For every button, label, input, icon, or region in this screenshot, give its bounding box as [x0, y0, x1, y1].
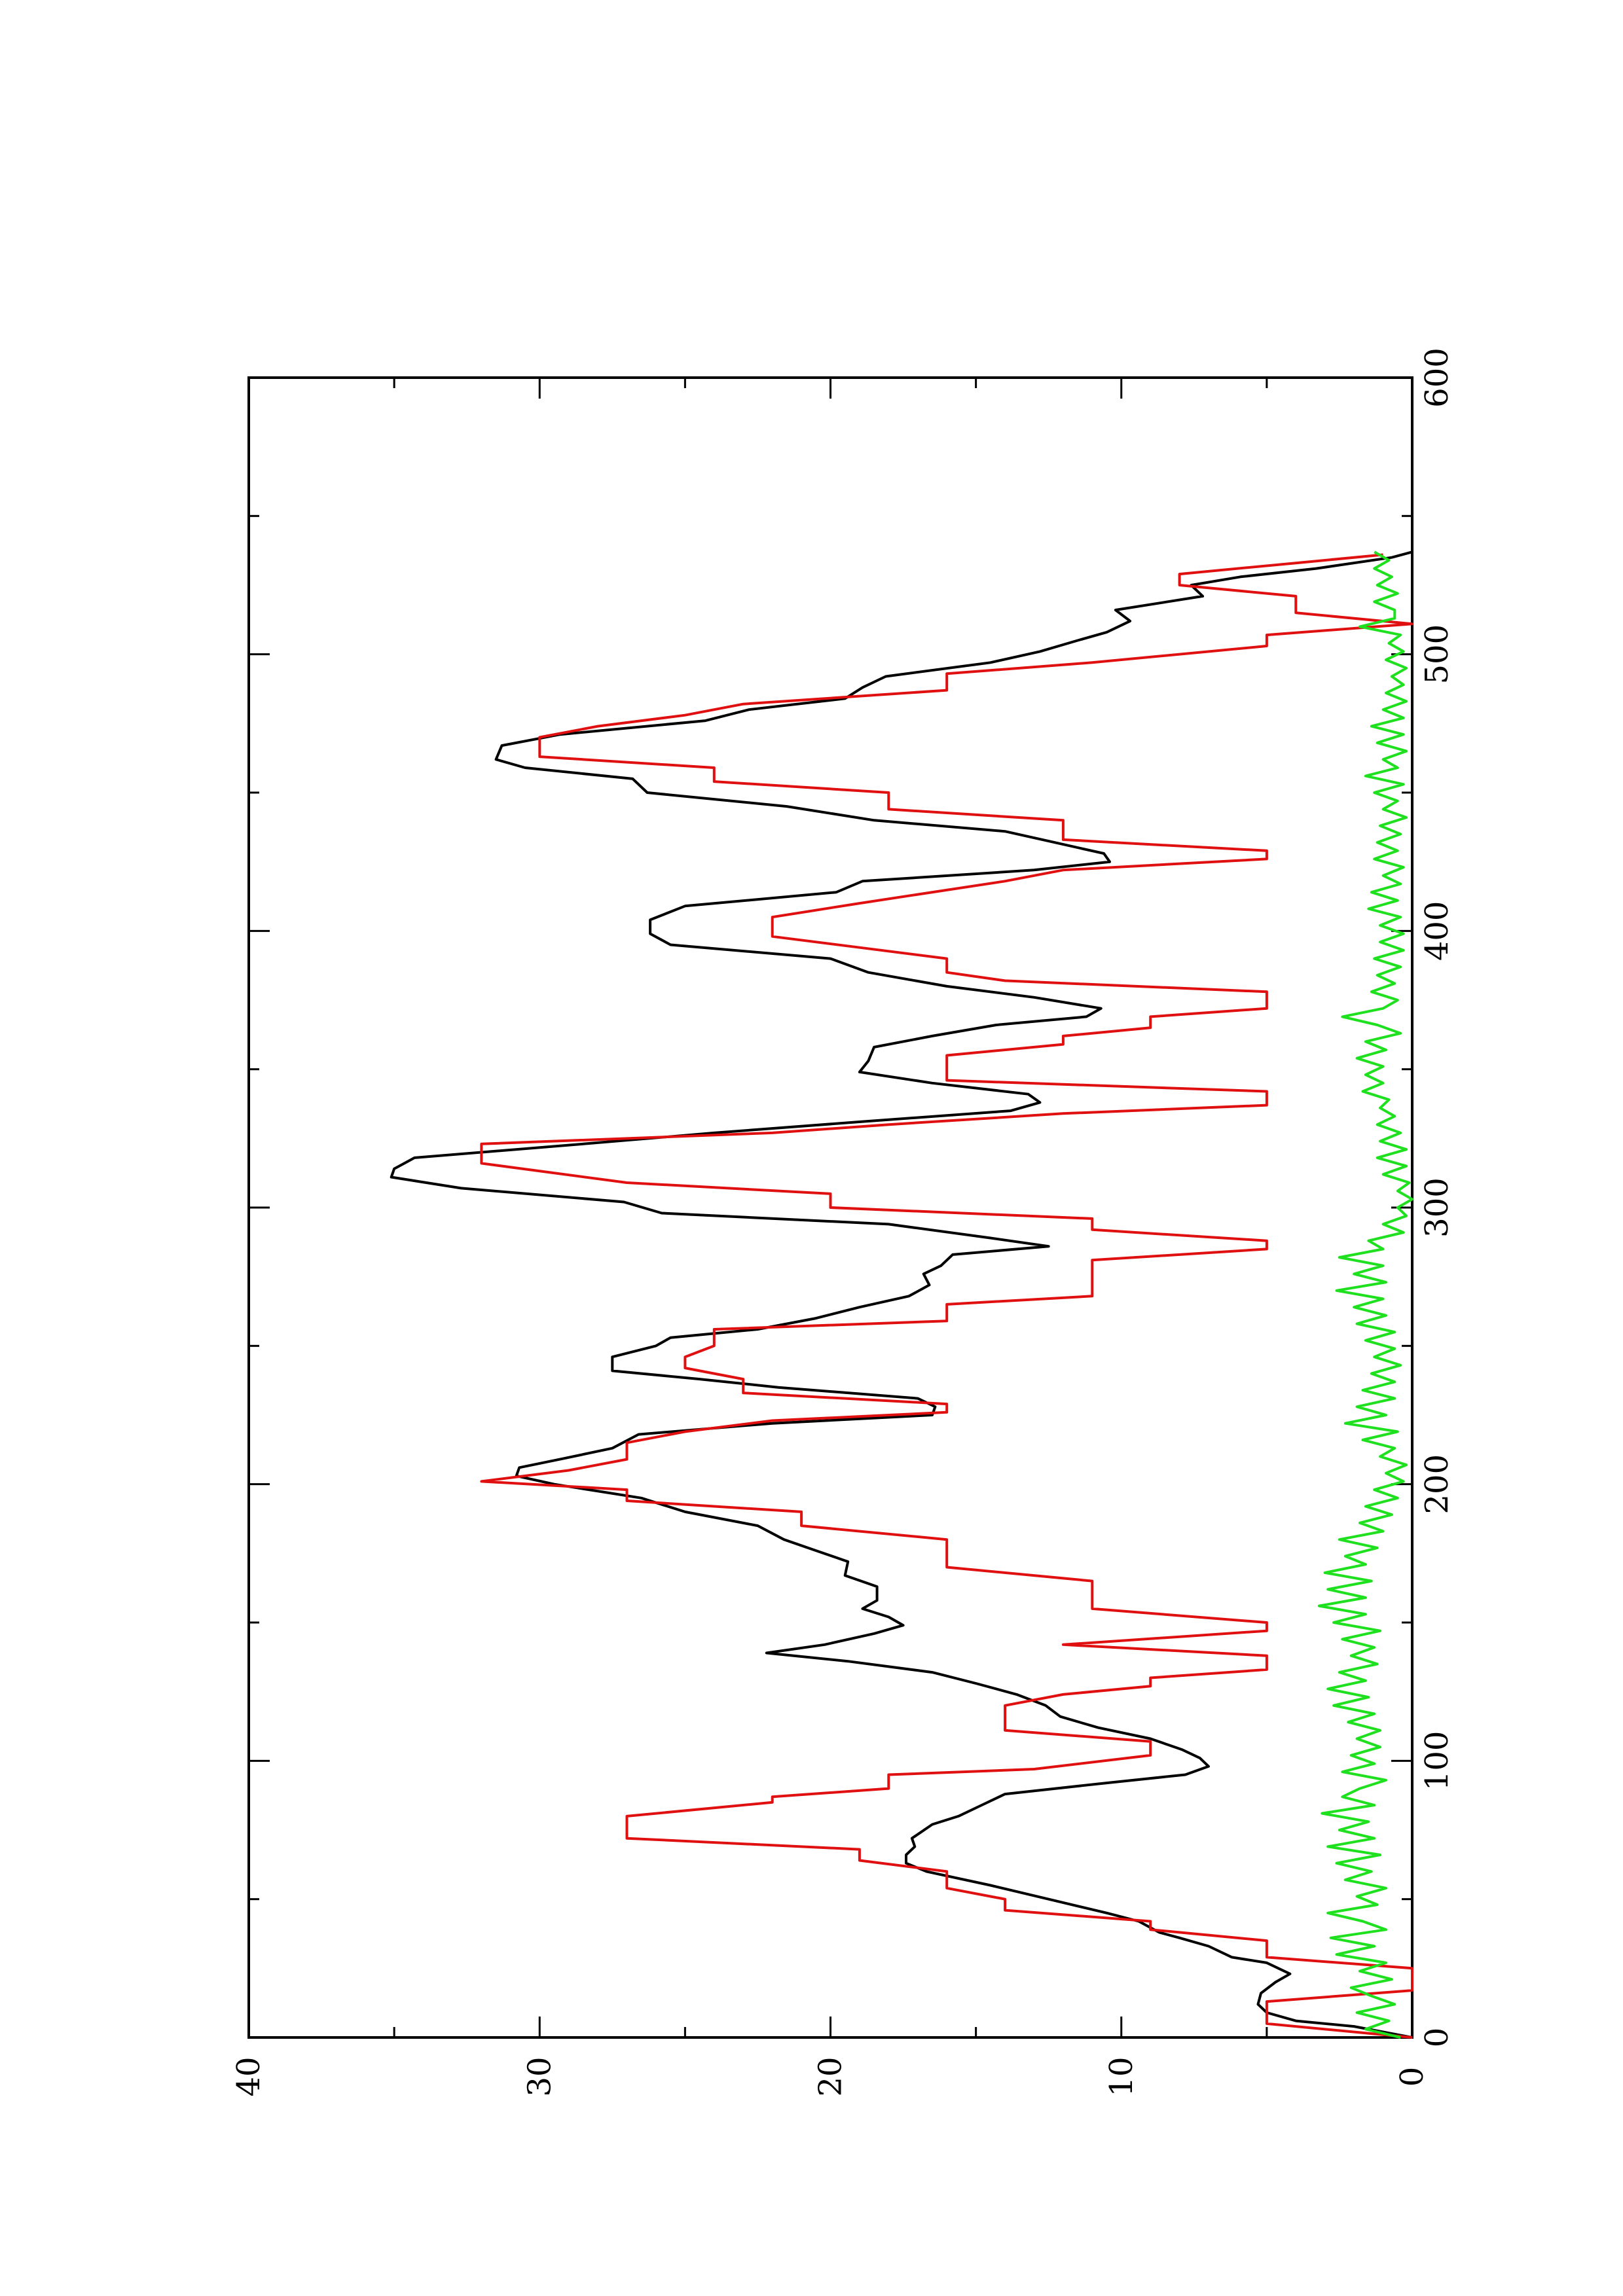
- y-tick-label: 40: [230, 2056, 267, 2096]
- y-tick-label: 30: [521, 2056, 558, 2096]
- x-tick-label: 500: [1419, 624, 1455, 685]
- black-series-line: [390, 550, 1413, 2039]
- x-tick-label: 0: [1419, 2028, 1455, 2048]
- x-tick-label: 400: [1419, 901, 1455, 961]
- green-series-line: [1317, 550, 1413, 2039]
- y-tick-label: 10: [1103, 2056, 1140, 2096]
- x-tick-label: 200: [1419, 1454, 1455, 1515]
- tick-labels: 0 100 200 300 400 500 600 0 10 20 30 40: [230, 348, 1455, 2096]
- y-tick-label: 20: [812, 2056, 849, 2096]
- x-tick-label: 300: [1419, 1177, 1455, 1238]
- x-tick-label: 100: [1419, 1731, 1455, 1791]
- ticks: [247, 376, 1413, 2039]
- series-layer: [390, 550, 1413, 2039]
- x-tick-label: 600: [1419, 348, 1455, 408]
- red-step-series-line: [480, 553, 1413, 2039]
- y-tick-label: 0: [1394, 2067, 1431, 2087]
